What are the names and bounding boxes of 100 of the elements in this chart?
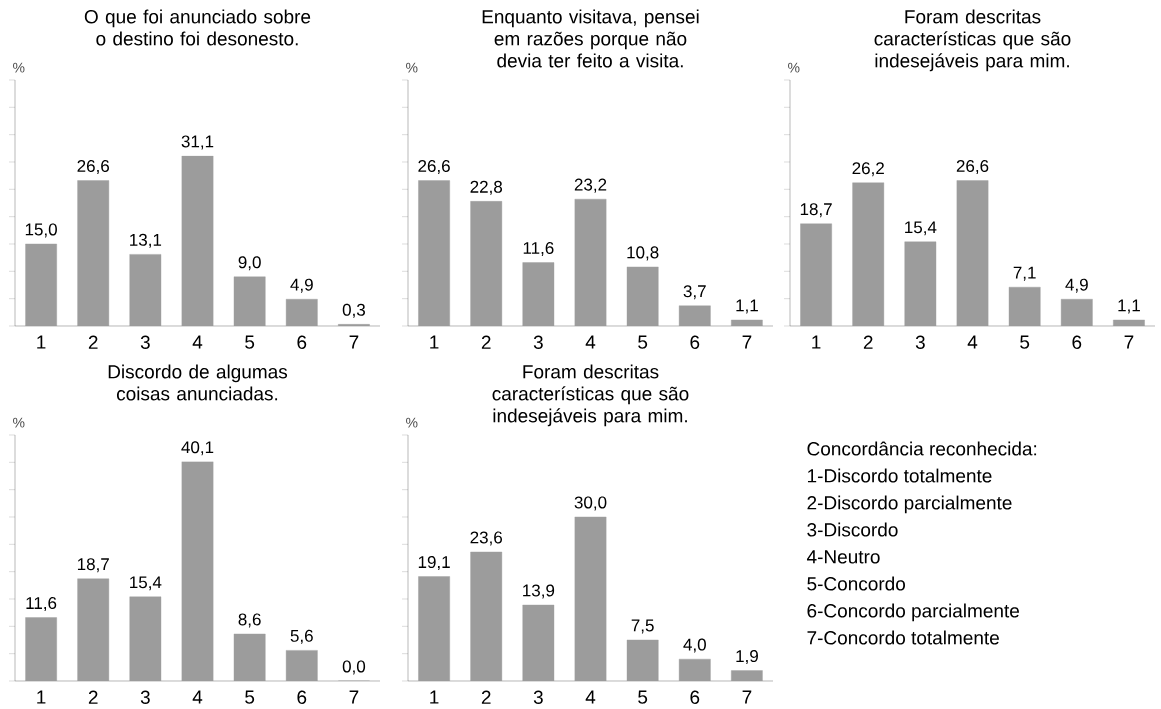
x-tick-label: 4 bbox=[192, 335, 203, 349]
x-tick-label: 2 bbox=[481, 690, 491, 704]
x-tick-label: 3 bbox=[915, 335, 925, 349]
x-tick-label: 5 bbox=[1020, 335, 1030, 349]
data-label: 26,2 bbox=[852, 162, 884, 177]
x-tick-label: 6 bbox=[690, 335, 700, 349]
x-tick-label: 1 bbox=[430, 690, 439, 704]
bar bbox=[285, 299, 318, 326]
data-label: 26,6 bbox=[77, 160, 110, 175]
bar bbox=[129, 254, 162, 326]
bar bbox=[233, 276, 266, 326]
data-label: 4,9 bbox=[1065, 278, 1088, 293]
text: 7-Concordo totalmente bbox=[807, 630, 999, 645]
chart-title: O que foi anunciado sobre o destino foi desonesto. bbox=[84, 9, 311, 46]
data-label: 11,6 bbox=[523, 242, 554, 257]
x-tick-label: 2 bbox=[863, 335, 873, 349]
x-tick-label: 4 bbox=[585, 335, 596, 349]
text: 1-Discordo totalmente bbox=[807, 468, 992, 483]
x-tick-label: 7 bbox=[742, 690, 752, 704]
x-tick-label: 5 bbox=[245, 690, 255, 704]
data-label: 3,7 bbox=[683, 285, 706, 300]
x-tick-label: 4 bbox=[585, 690, 596, 704]
data-label: 18,7 bbox=[77, 558, 109, 573]
data-label: 15,4 bbox=[130, 576, 162, 591]
x-tick-label: 7 bbox=[349, 690, 359, 704]
data-label: 5,6 bbox=[290, 629, 313, 644]
data-label: 10,8 bbox=[627, 246, 659, 261]
data-label: 1,9 bbox=[736, 650, 758, 665]
data-label: 40,1 bbox=[181, 441, 214, 456]
data-label: 8,6 bbox=[238, 613, 261, 628]
text: 5-Concordo bbox=[807, 576, 906, 591]
x-tick-label: 1 bbox=[37, 690, 46, 704]
x-tick-label: 1 bbox=[812, 335, 821, 349]
x-tick-label: 6 bbox=[690, 690, 700, 704]
x-tick-label: 6 bbox=[297, 335, 307, 349]
data-label: 4,0 bbox=[683, 638, 706, 653]
x-tick-label: 6 bbox=[297, 690, 307, 704]
bar bbox=[1008, 286, 1041, 326]
bar bbox=[574, 198, 607, 326]
chart-title: Foram descritas características que são indesejáveis para mim. bbox=[492, 364, 689, 427]
data-label: 15,4 bbox=[905, 221, 937, 236]
data-label: 0,3 bbox=[342, 303, 365, 318]
data-label: 7,1 bbox=[1013, 266, 1036, 281]
text: 4-Neutro bbox=[806, 550, 880, 564]
data-label: 7,5 bbox=[631, 619, 654, 634]
bar bbox=[181, 155, 214, 326]
data-label: 23,6 bbox=[470, 531, 503, 546]
x-tick-label: 7 bbox=[742, 335, 752, 349]
data-label: 11,6 bbox=[26, 597, 57, 612]
x-tick-label: 4 bbox=[967, 335, 978, 349]
x-tick-label: 3 bbox=[533, 335, 543, 349]
bar bbox=[852, 182, 885, 326]
data-label: 26,6 bbox=[418, 160, 450, 175]
bar bbox=[77, 180, 110, 326]
data-label: 18,7 bbox=[800, 203, 832, 218]
x-tick-label: 5 bbox=[638, 335, 648, 349]
x-tick-label: 1 bbox=[37, 335, 46, 349]
data-label: 13,9 bbox=[523, 584, 555, 599]
bar bbox=[1113, 319, 1145, 326]
data-label: 1,1 bbox=[1118, 299, 1140, 314]
y-axis-title: % bbox=[13, 62, 25, 73]
chart-title: Discordo de algumas coisas anunciadas. bbox=[108, 364, 288, 401]
bar bbox=[956, 180, 989, 326]
text: 3-Discordo bbox=[807, 522, 898, 537]
x-tick-label: 3 bbox=[533, 690, 543, 704]
bar bbox=[800, 223, 832, 326]
data-label: 9,0 bbox=[238, 256, 261, 271]
y-axis-title: % bbox=[13, 417, 25, 428]
y-axis-title: % bbox=[406, 62, 418, 73]
x-tick-label: 1 bbox=[430, 335, 439, 349]
x-tick-label: 5 bbox=[245, 335, 255, 349]
x-tick-label: 6 bbox=[1072, 335, 1082, 349]
data-label: 13,1 bbox=[130, 233, 162, 248]
data-label: 19,1 bbox=[418, 556, 450, 571]
x-tick-label: 5 bbox=[638, 690, 648, 704]
x-tick-label: 2 bbox=[88, 690, 98, 704]
x-tick-label: 7 bbox=[1124, 335, 1134, 349]
bar bbox=[904, 241, 937, 326]
x-tick-label: 4 bbox=[192, 690, 203, 704]
x-tick-label: 2 bbox=[88, 335, 98, 349]
bar bbox=[470, 201, 503, 326]
x-tick-label: 2 bbox=[481, 335, 491, 349]
x-tick-label: 3 bbox=[140, 335, 150, 349]
text: 6-Concordo parcialmente bbox=[807, 603, 1019, 622]
x-tick-label: 3 bbox=[140, 690, 150, 704]
y-axis-title: % bbox=[788, 62, 800, 73]
data-label: 4,9 bbox=[290, 278, 313, 293]
bar bbox=[522, 262, 555, 326]
bar bbox=[731, 319, 763, 326]
text: Concordância reconhecida: bbox=[807, 441, 1037, 456]
data-label: 31,1 bbox=[181, 135, 214, 150]
data-label: 22,8 bbox=[470, 180, 503, 195]
bar bbox=[1060, 299, 1093, 326]
data-label: 0,0 bbox=[342, 660, 366, 675]
text: 2-Discordo parcialmente bbox=[807, 495, 1012, 514]
chart-title: Foram descritas características que são indesejáveis para mim. bbox=[874, 9, 1071, 72]
chart-title: Enquanto visitava, pensei em razões porque não devia ter feito a visita. bbox=[482, 9, 699, 68]
bar bbox=[418, 180, 450, 326]
bar bbox=[678, 305, 711, 326]
data-label: 23,2 bbox=[574, 178, 607, 193]
